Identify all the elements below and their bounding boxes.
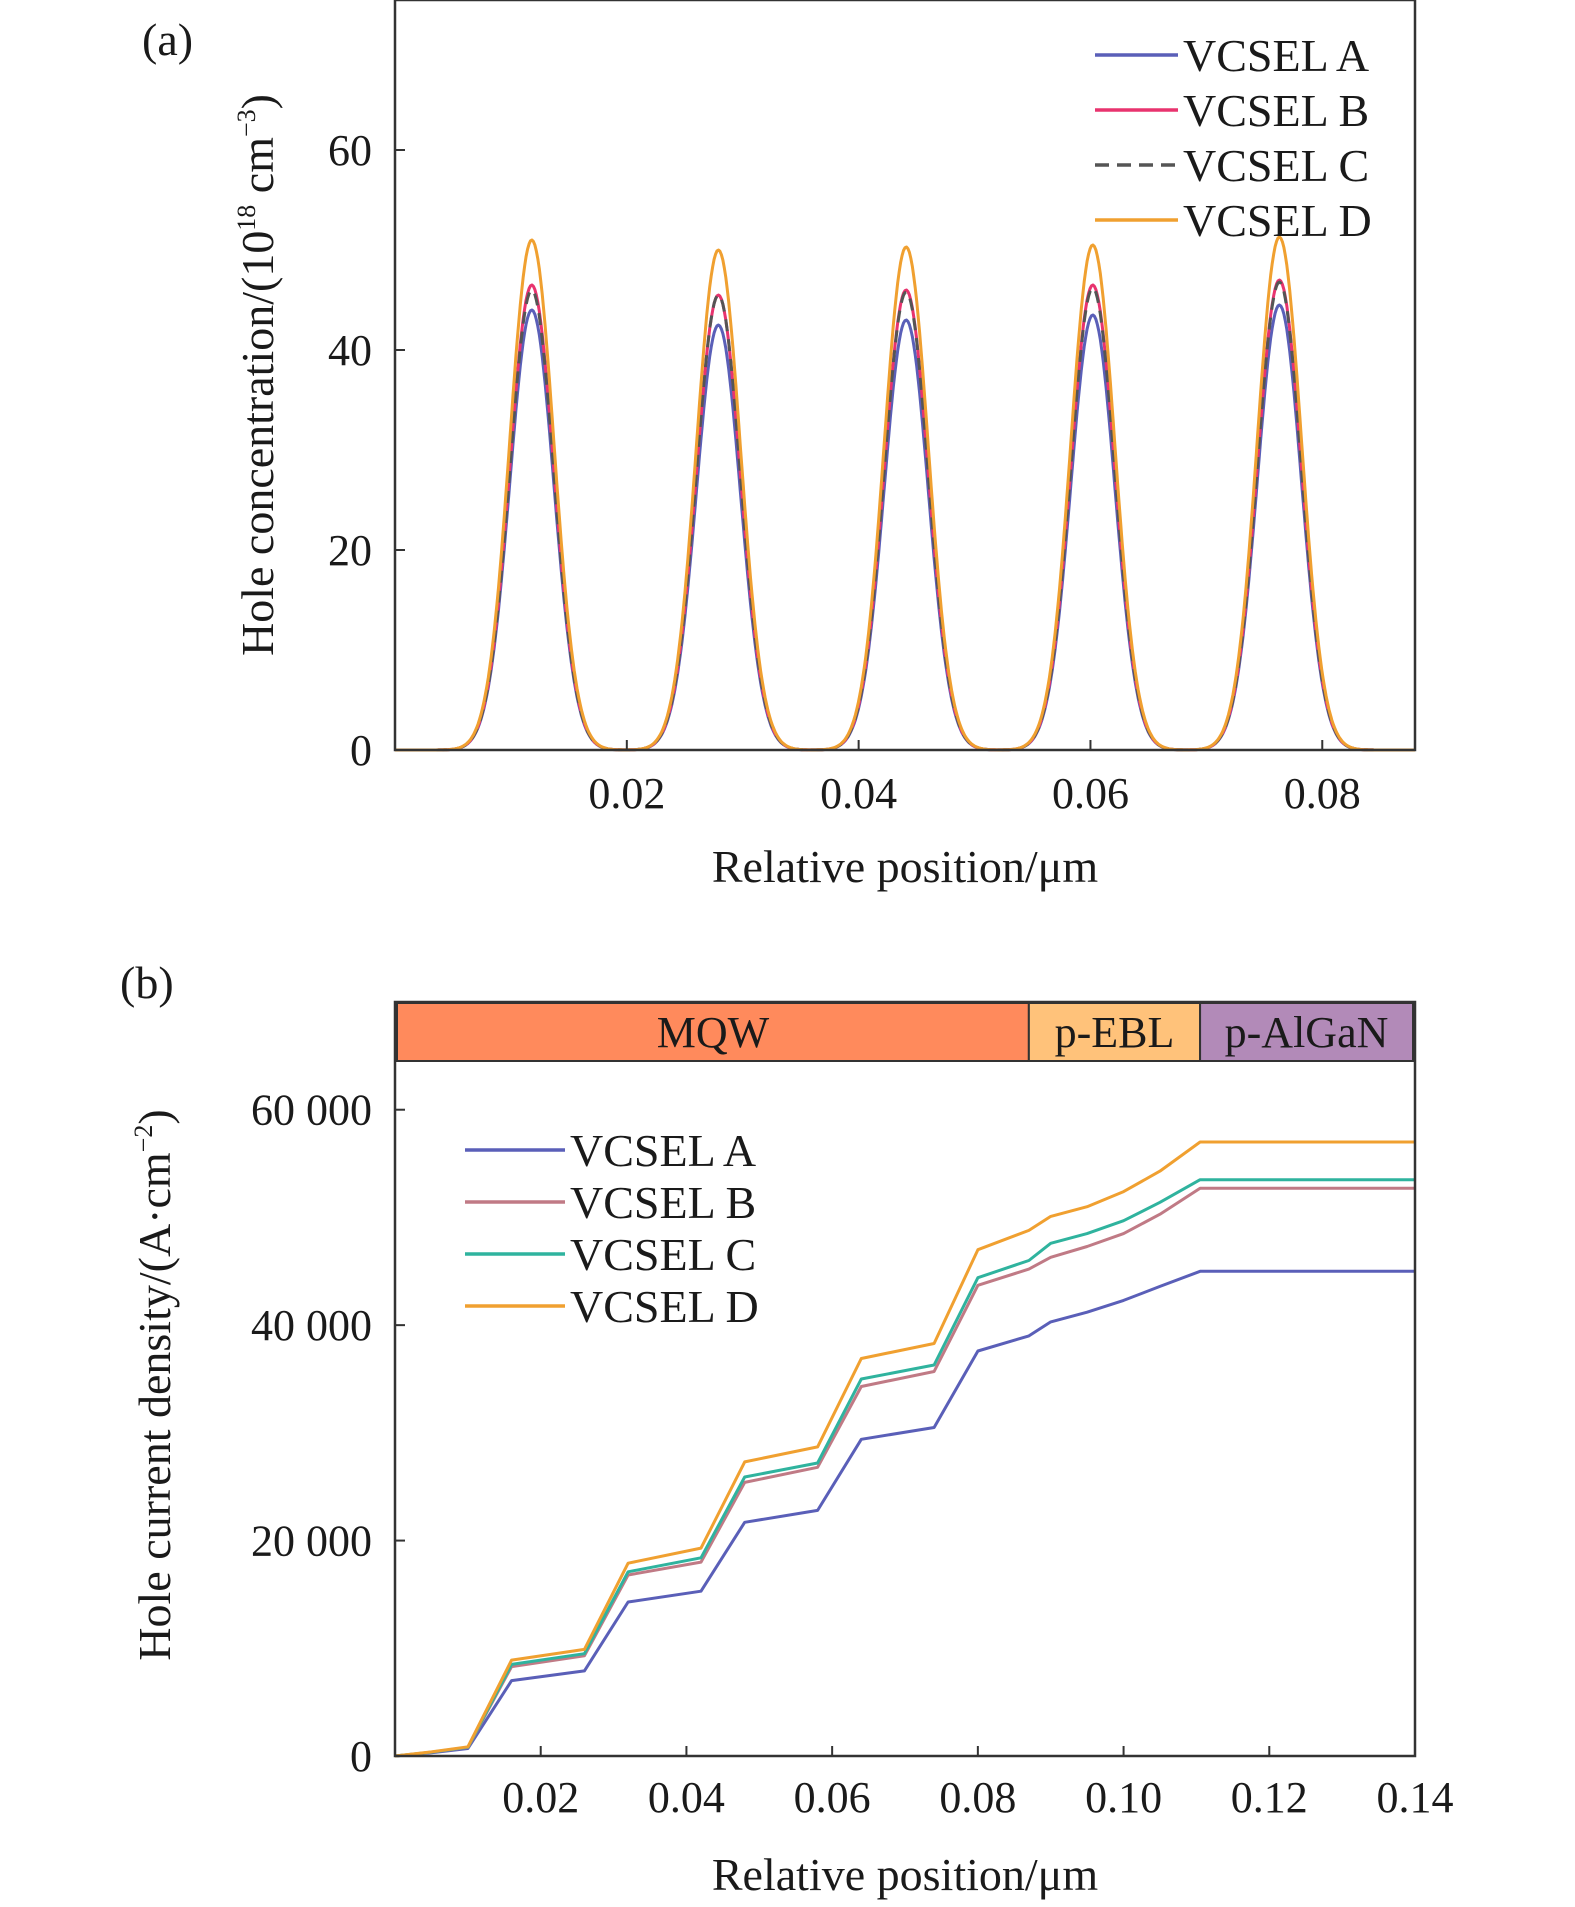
panel-b-x-tick-label: 0.06 <box>794 1773 871 1822</box>
panel-b: (b) MQW p-EBL p-AlGaN 0.02 0.04 0.06 0.08 0.10… <box>120 957 1454 1900</box>
region-mqw-label: MQW <box>657 1008 770 1057</box>
panel-b-region-bar: MQW p-EBL p-AlGaN <box>396 1002 1414 1062</box>
panel-a: (a) 0.02 0.04 0.06 0.08 0 20 40 60 Relative po… <box>142 0 1417 892</box>
panel-b-x-tick-label: 0.12 <box>1231 1773 1308 1822</box>
panel-a-legend-label: VCSEL A <box>1183 30 1369 81</box>
panel-b-x-tick-label: 0.04 <box>648 1773 725 1822</box>
panel-b-y-tick-label: 0 <box>350 1732 372 1781</box>
region-p-algan <box>1199 1002 1414 1062</box>
panel-a-plot-area <box>395 235 1415 752</box>
panel-a-x-tick-label: 0.06 <box>1052 769 1129 818</box>
panel-a-y-ticks: 0 20 40 60 <box>328 126 405 775</box>
panel-b-plot-area <box>394 1140 1415 1758</box>
panel-b-series-vcsel-d <box>394 1140 1415 1758</box>
panel-a-x-tick-label: 0.02 <box>588 769 665 818</box>
region-p-ebl-label: p-EBL <box>1055 1008 1175 1057</box>
panel-a-y-axis-title: Hole concentration/(1018 cm−3) <box>232 94 283 656</box>
panel-b-x-tick-label: 0.10 <box>1085 1773 1162 1822</box>
panel-b-series-vcsel-b <box>394 1186 1415 1758</box>
panel-a-series-vcsel-d <box>395 235 1415 752</box>
panel-a-x-tick-label: 0.08 <box>1284 769 1361 818</box>
panel-b-label: (b) <box>120 957 174 1008</box>
panel-b-x-tick-label: 0.08 <box>939 1773 1016 1822</box>
panel-b-x-axis-title: Relative position/μm <box>712 1849 1098 1900</box>
panel-a-x-axis-title: Relative position/μm <box>712 841 1098 892</box>
panel-a-y-tick-label: 20 <box>328 526 372 575</box>
panel-b-legend-label: VCSEL B <box>570 1177 756 1228</box>
panel-b-x-tick-label: 0.14 <box>1377 1773 1454 1822</box>
panel-a-label: (a) <box>142 14 193 65</box>
region-mqw <box>396 1002 1030 1062</box>
panel-b-series-vcsel-c <box>394 1178 1415 1758</box>
panel-a-frame <box>393 0 1417 752</box>
panel-b-legend-label: VCSEL A <box>570 1125 756 1176</box>
panel-b-legend-label: VCSEL C <box>570 1229 756 1280</box>
panel-b-x-tick-label: 0.02 <box>502 1773 579 1822</box>
panel-a-legend-label: VCSEL B <box>1183 85 1369 136</box>
panel-b-x-ticks: 0.02 0.04 0.06 0.08 0.10 0.12 0.14 <box>502 1746 1454 1822</box>
region-p-algan-label: p-AlGaN <box>1225 1008 1389 1057</box>
panel-a-x-ticks: 0.02 0.04 0.06 0.08 <box>588 740 1361 818</box>
panel-a-legend-label: VCSEL D <box>1183 195 1372 246</box>
panel-b-frame <box>393 1000 1417 1758</box>
panel-b-y-tick-label: 40 000 <box>251 1301 372 1350</box>
panel-a-legend-label: VCSEL C <box>1183 140 1369 191</box>
panel-b-legend-label: VCSEL D <box>570 1281 759 1332</box>
panel-a-y-tick-label: 0 <box>350 726 372 775</box>
panel-b-y-ticks: 0 20 000 40 000 60 000 <box>251 1086 405 1781</box>
panel-a-x-tick-label: 0.04 <box>820 769 897 818</box>
panel-b-series-vcsel-a <box>394 1269 1415 1758</box>
panel-b-y-tick-label: 20 000 <box>251 1517 372 1566</box>
panel-a-y-tick-label: 60 <box>328 126 372 175</box>
panel-b-y-axis-title: Hole current density/(A·cm−2) <box>129 1109 180 1660</box>
panel-a-y-tick-label: 40 <box>328 326 372 375</box>
panel-b-y-tick-label: 60 000 <box>251 1086 372 1135</box>
